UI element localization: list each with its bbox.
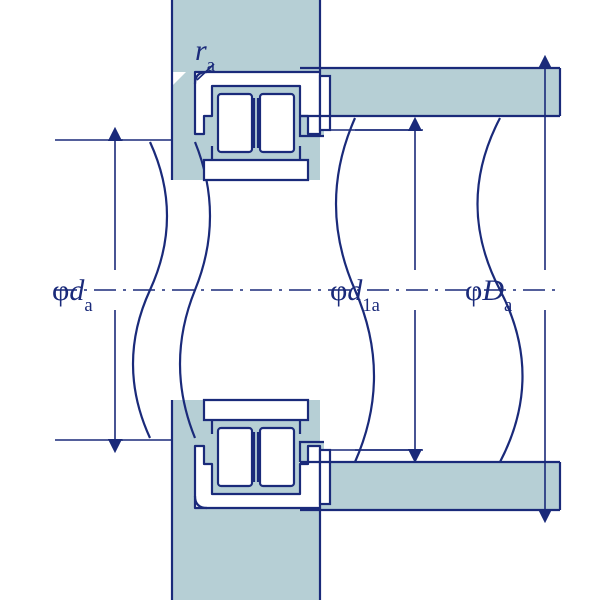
label-phi-Da: φDa <box>465 274 512 316</box>
bearing-cross-section-diagram: raφdaφd1aφDa <box>0 0 600 600</box>
label-phi-d1a: φd1a <box>330 274 380 316</box>
label-phi-da: φda <box>52 274 93 316</box>
